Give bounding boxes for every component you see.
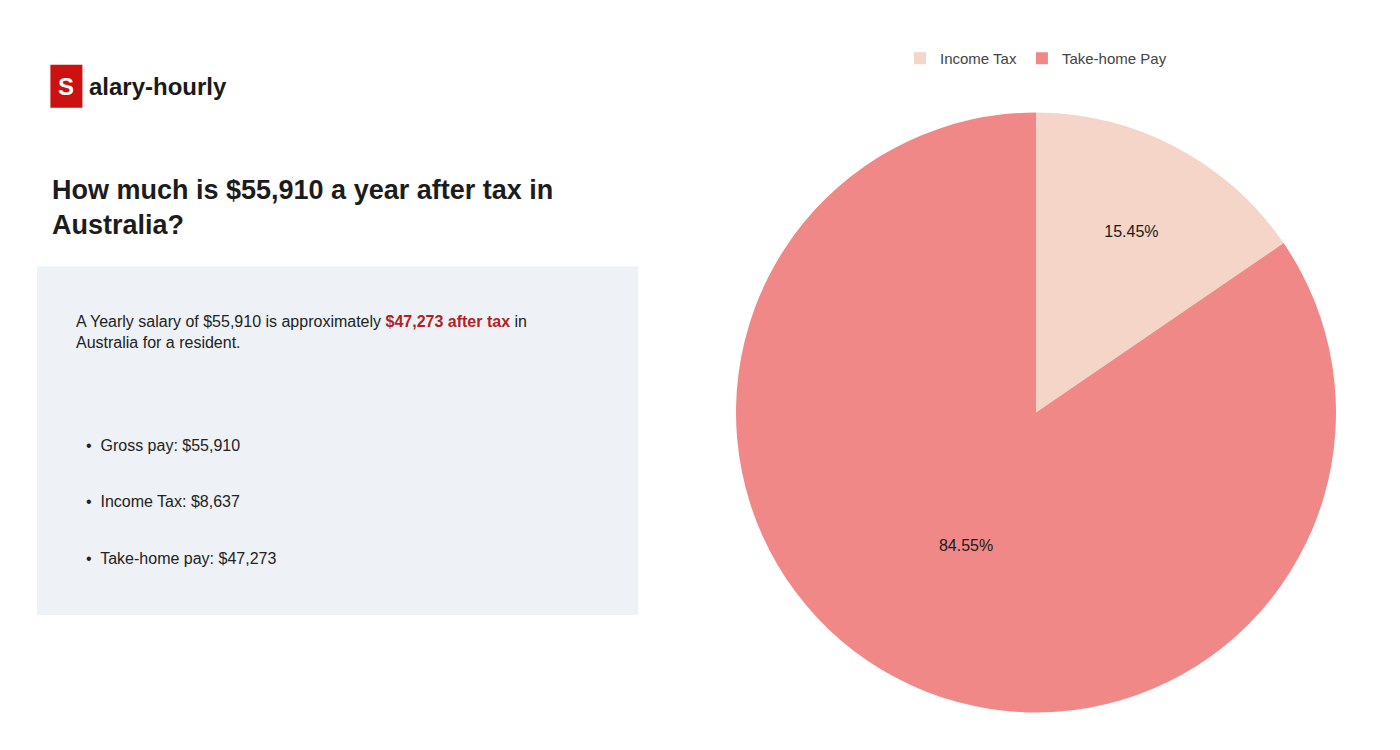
svg-text:A Yearly salary of $55,910 is: A Yearly salary of $55,910 is approximat… bbox=[76, 313, 527, 351]
svg-text:Income Tax: Income Tax bbox=[940, 50, 1017, 67]
svg-text:S: S bbox=[58, 73, 74, 100]
svg-text:• Gross pay: $55,910: • Gross pay: $55,910 bbox=[86, 437, 240, 454]
svg-text:15.45%: 15.45% bbox=[1104, 223, 1158, 240]
svg-text:Take-home Pay: Take-home Pay bbox=[1062, 50, 1167, 67]
svg-text:alary-hourly: alary-hourly bbox=[89, 73, 227, 100]
svg-text:• Take-home pay: $47,273: • Take-home pay: $47,273 bbox=[86, 550, 276, 567]
svg-text:• Income Tax: $8,637: • Income Tax: $8,637 bbox=[86, 493, 240, 510]
svg-text:How much is $55,910 a year aft: How much is $55,910 a year after tax inA… bbox=[52, 175, 553, 240]
svg-text:84.55%: 84.55% bbox=[939, 537, 993, 554]
